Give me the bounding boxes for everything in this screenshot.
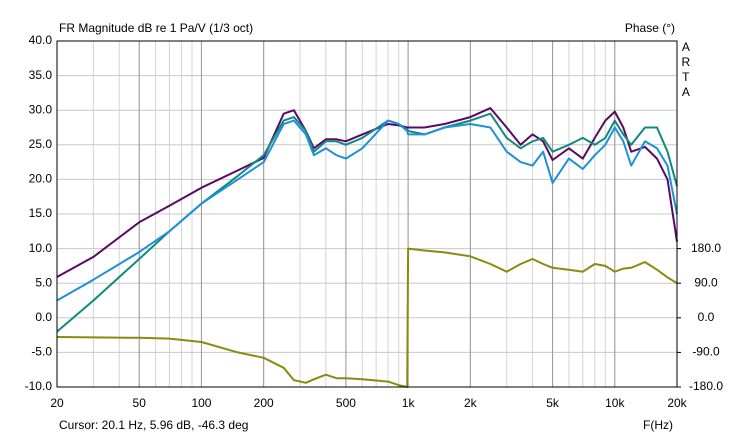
plot-border xyxy=(56,40,678,388)
x-tick-label: 500 xyxy=(336,396,356,410)
y-tick-label: 25.0 xyxy=(29,137,53,151)
x-tick-label: 10k xyxy=(605,396,625,410)
series-line xyxy=(56,247,678,388)
y-tick-label: 5.0 xyxy=(35,275,52,289)
y-tick-label: 30.0 xyxy=(29,102,53,116)
y-tick-label: -10.0 xyxy=(25,379,53,393)
y-tick-label: 15.0 xyxy=(29,206,53,220)
y2-tick-label: 0.0 xyxy=(698,310,715,324)
y-tick-label: 35.0 xyxy=(29,68,53,82)
y2-tick-label: -180.0 xyxy=(689,379,723,393)
y-tick-label: 10.0 xyxy=(29,241,53,255)
chart-title: FR Magnitude dB re 1 Pa/V (1/3 oct) xyxy=(59,21,253,35)
x-tick-label: 5k xyxy=(546,396,560,410)
y-tick-label: 0.0 xyxy=(35,310,52,324)
watermark: ARTA xyxy=(679,40,693,100)
y2-tick-label: -90.0 xyxy=(692,345,720,359)
y2-axis-label: Phase (°) xyxy=(625,21,675,35)
x-axis-label: F(Hz) xyxy=(643,418,673,432)
x-tick-label: 20k xyxy=(667,396,687,410)
y2-tick-label: 90.0 xyxy=(694,275,718,289)
cursor-readout: Cursor: 20.1 Hz, 5.96 dB, -46.3 deg xyxy=(59,418,248,432)
x-tick-label: 20 xyxy=(50,396,64,410)
x-tick-label: 100 xyxy=(191,396,211,410)
x-tick-label: 200 xyxy=(254,396,274,410)
y-tick-label: 20.0 xyxy=(29,172,53,186)
x-tick-label: 2k xyxy=(464,396,478,410)
y-tick-label: -5.0 xyxy=(31,345,52,359)
x-tick-label: 50 xyxy=(133,396,147,410)
y2-tick-label: 180.0 xyxy=(691,241,721,255)
y-tick-label: 40.0 xyxy=(29,33,53,47)
series-line xyxy=(56,119,678,302)
x-tick-label: 1k xyxy=(402,396,416,410)
